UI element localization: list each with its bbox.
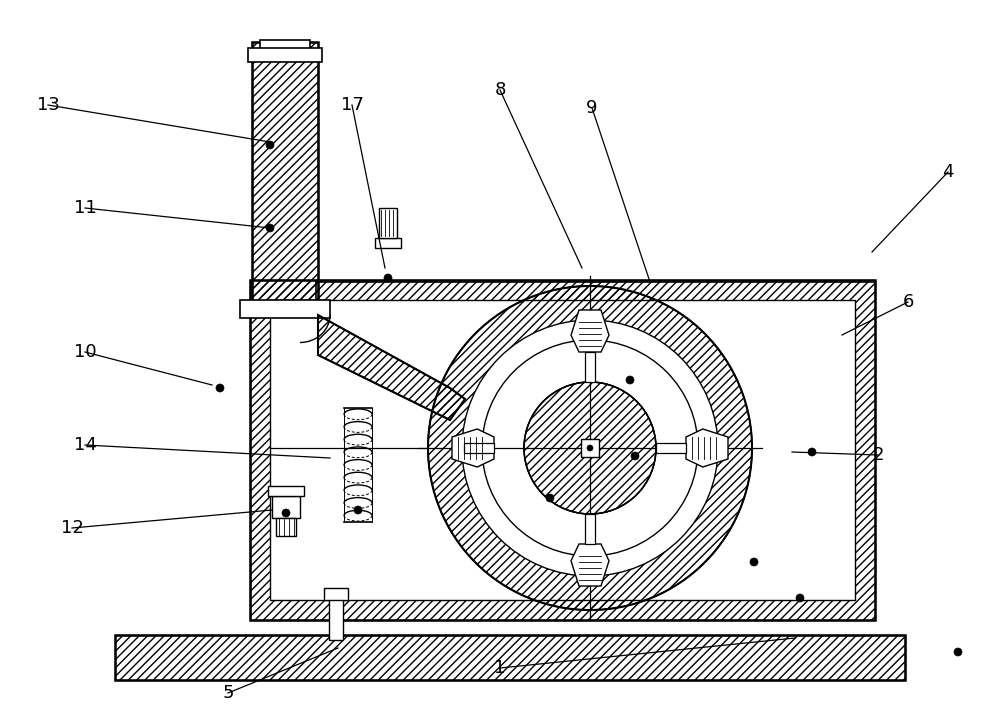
Polygon shape — [571, 310, 609, 352]
Circle shape — [216, 384, 224, 392]
Polygon shape — [686, 429, 728, 467]
Text: 12: 12 — [61, 519, 83, 537]
Circle shape — [282, 509, 290, 517]
Bar — [248, 48, 322, 62]
Circle shape — [384, 274, 392, 282]
Circle shape — [266, 224, 274, 232]
Bar — [250, 280, 875, 620]
Text: 9: 9 — [586, 99, 598, 117]
Bar — [464, 443, 494, 453]
Circle shape — [631, 452, 639, 460]
Text: 6: 6 — [902, 293, 914, 311]
Bar — [379, 208, 397, 238]
Bar — [260, 40, 310, 50]
Bar — [272, 496, 300, 518]
Bar — [581, 439, 599, 457]
Bar — [375, 238, 401, 248]
Bar — [270, 300, 855, 600]
Bar — [329, 590, 343, 640]
Bar — [250, 280, 875, 620]
Bar — [276, 518, 296, 536]
Bar — [268, 486, 304, 496]
Text: 17: 17 — [341, 96, 363, 114]
Circle shape — [354, 506, 362, 514]
Circle shape — [462, 320, 718, 576]
Circle shape — [626, 376, 634, 384]
Bar — [656, 443, 686, 453]
Circle shape — [808, 448, 816, 456]
Polygon shape — [571, 544, 609, 586]
Bar — [115, 635, 905, 680]
Circle shape — [954, 648, 962, 656]
Bar — [240, 300, 330, 318]
Circle shape — [796, 594, 804, 602]
Text: 4: 4 — [942, 163, 954, 181]
Bar — [252, 42, 318, 315]
Text: 1: 1 — [494, 659, 506, 677]
Circle shape — [546, 494, 554, 502]
Bar — [270, 300, 855, 600]
Bar — [115, 635, 905, 680]
Text: 11: 11 — [74, 199, 96, 217]
Circle shape — [587, 445, 593, 451]
Text: 14: 14 — [74, 436, 96, 454]
Bar — [324, 588, 348, 600]
Text: 10: 10 — [74, 343, 96, 361]
Text: 8: 8 — [494, 81, 506, 99]
Circle shape — [266, 141, 274, 149]
Text: 13: 13 — [37, 96, 59, 114]
Bar — [585, 514, 595, 544]
Polygon shape — [452, 429, 494, 467]
Text: 5: 5 — [222, 684, 234, 702]
Bar — [585, 352, 595, 382]
Text: 2: 2 — [872, 446, 884, 464]
Circle shape — [750, 558, 758, 566]
Bar — [252, 42, 318, 315]
